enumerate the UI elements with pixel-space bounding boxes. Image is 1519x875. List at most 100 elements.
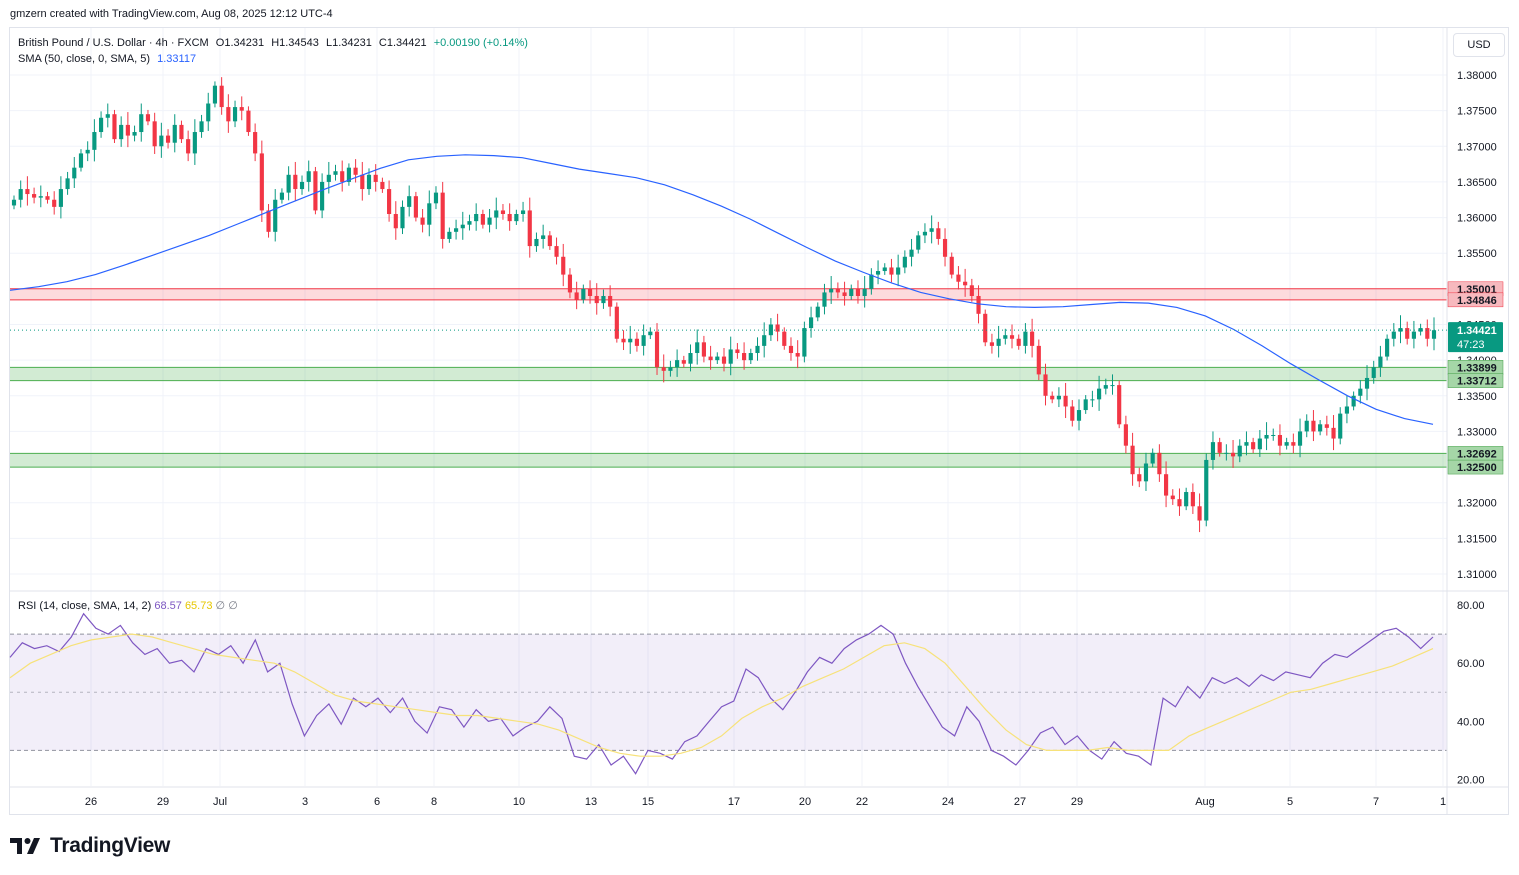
candle-down: [782, 327, 787, 350]
candle-body: [1344, 406, 1350, 414]
candle-body: [755, 345, 760, 354]
candle-body: [1304, 420, 1309, 432]
candle-body: [1123, 424, 1128, 446]
candle-body: [52, 199, 57, 207]
candle-body: [387, 189, 392, 215]
candle-body: [695, 342, 700, 354]
candle-body: [842, 292, 847, 296]
candle-up: [514, 209, 519, 225]
candle-body: [1117, 385, 1122, 425]
change-value: +0.00190 (+0.14%): [433, 37, 528, 49]
candle-up: [1304, 414, 1309, 438]
candle-body: [1391, 331, 1396, 339]
symbol-name[interactable]: British Pound / U.S. Dollar · 4h · FXCM: [18, 37, 209, 49]
candle-body: [494, 210, 499, 218]
candle-body: [762, 335, 767, 346]
candle-up: [1076, 399, 1082, 431]
candle-body: [735, 349, 740, 354]
time-tick-label: 20: [799, 796, 811, 808]
rsi-label[interactable]: RSI (14, close, SMA, 14, 2): [18, 600, 152, 612]
candle-down: [125, 112, 130, 148]
time-tick-label: 26: [85, 796, 97, 808]
resistance-price-tag: 1.34846: [1447, 292, 1504, 308]
candle-body: [1398, 328, 1403, 332]
currency-button[interactable]: USD: [1453, 33, 1505, 57]
rsi-tick-label: 60.00: [1457, 658, 1485, 670]
candle-up: [474, 203, 479, 231]
candle-up: [320, 173, 325, 219]
low-value: L1.34231: [325, 37, 372, 49]
candle-body: [621, 338, 626, 343]
candle-body: [1097, 388, 1102, 400]
candle-body: [232, 107, 238, 122]
candle-body: [293, 174, 298, 190]
candle-down: [835, 282, 840, 299]
support-zone: [10, 367, 1447, 381]
candle-up: [1378, 345, 1383, 377]
candle-down: [567, 268, 573, 299]
candle-up: [869, 268, 874, 295]
candle-up: [815, 302, 820, 322]
candle-body: [1210, 442, 1216, 460]
candle-up: [829, 276, 834, 304]
candle-body: [715, 356, 720, 361]
candle-body: [159, 135, 164, 147]
candle-body: [554, 246, 559, 257]
resistance-zone: [10, 288, 1447, 300]
candle-up: [1143, 452, 1149, 491]
candle-up: [1056, 387, 1061, 408]
candle-up: [675, 349, 680, 377]
time-tick-label: 24: [942, 796, 954, 808]
candle-body: [1277, 434, 1283, 446]
candle-body: [420, 217, 425, 225]
candle-body: [949, 256, 954, 275]
candle-up: [1431, 317, 1437, 351]
candle-up: [1351, 391, 1356, 411]
candle-body: [299, 181, 305, 190]
time-tick-label: 3: [302, 796, 308, 808]
candle-body: [326, 174, 331, 182]
candle-body: [601, 295, 606, 304]
time-tick-label: 5: [1287, 796, 1293, 808]
candle-down: [983, 309, 988, 347]
candle-down: [112, 109, 117, 144]
candle-body: [273, 199, 278, 232]
candle-body: [1291, 442, 1296, 446]
candle-up: [1237, 439, 1242, 463]
candle-body: [1331, 427, 1336, 439]
candle-body: [212, 85, 218, 104]
candle-body: [701, 342, 706, 357]
candle-body: [32, 194, 37, 198]
candle-down: [1009, 324, 1015, 349]
candle-body: [1431, 330, 1437, 339]
candle-down: [1016, 334, 1021, 350]
candle-down: [1117, 380, 1122, 429]
candle-body: [1204, 459, 1209, 521]
candle-up: [232, 100, 238, 128]
candle-down: [621, 330, 626, 351]
rsi-pane: [9, 612, 1447, 775]
candle-body: [380, 181, 385, 190]
candle-up: [768, 318, 773, 341]
candle-body: [1318, 424, 1323, 432]
candle-up: [1210, 431, 1216, 470]
candle-down: [708, 345, 713, 370]
candle-down: [1177, 488, 1182, 516]
time-tick-label: Aug: [1195, 796, 1215, 808]
candle-up: [715, 352, 720, 364]
candle-body: [688, 353, 693, 364]
candle-body: [206, 103, 211, 122]
tradingview-logo[interactable]: TradingView: [10, 833, 170, 859]
sma-label[interactable]: SMA (50, close, 0, SMA, 5): [18, 53, 151, 65]
candle-up: [494, 197, 499, 230]
candle-up: [541, 224, 546, 249]
candle-body: [969, 285, 974, 296]
support-price-tag: 1.33899: [1447, 360, 1504, 375]
candle-body: [1003, 335, 1008, 339]
grid-layer: [10, 28, 1447, 786]
candle-up: [668, 360, 673, 377]
candle-body: [38, 196, 43, 198]
high-value: H1.34543: [271, 37, 319, 49]
price-tick-label: 1.36500: [1457, 177, 1497, 189]
